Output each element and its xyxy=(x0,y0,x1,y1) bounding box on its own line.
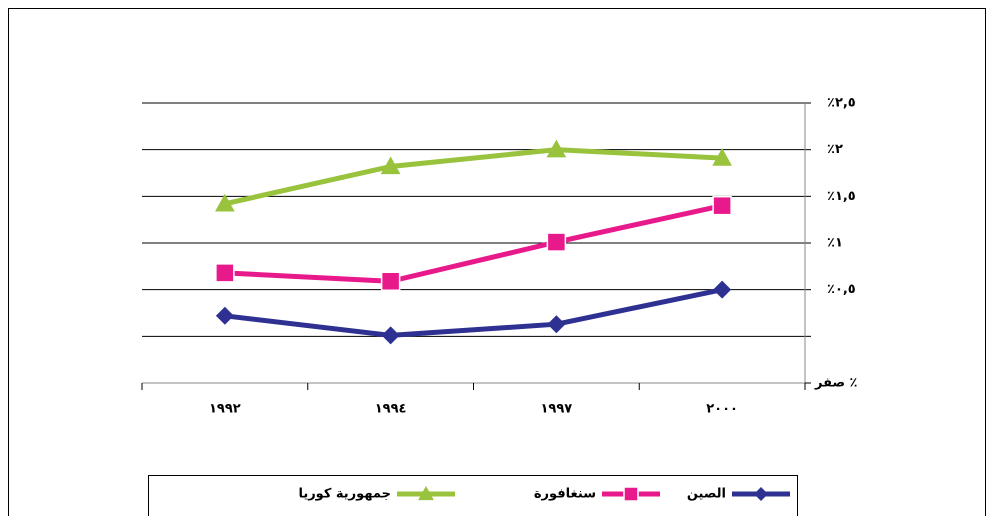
marker xyxy=(381,326,400,345)
y-bottom-label: صفر ٪ xyxy=(814,376,858,391)
marker xyxy=(380,271,401,292)
marker xyxy=(215,193,235,212)
x-tick-label: ١٩٩٢ xyxy=(209,402,241,417)
x-tick-label: ٢٠٠٠ xyxy=(706,402,738,417)
marker xyxy=(712,195,732,216)
y-tick-label: ٪٢,٥ xyxy=(827,96,856,111)
marker xyxy=(546,139,567,158)
chart-frame xyxy=(8,8,986,516)
marker xyxy=(215,263,235,283)
marker xyxy=(215,306,234,325)
marker xyxy=(712,148,732,166)
legend-label: سنغافورة xyxy=(534,487,596,502)
legend-label: الصين xyxy=(687,487,726,502)
y-tick-label: ٪١,٥ xyxy=(827,189,856,204)
marker xyxy=(547,315,566,334)
y-tick-label: ٪٢ xyxy=(827,142,843,157)
x-tick-label: ١٩٩٤ xyxy=(375,402,407,417)
series-line xyxy=(224,287,723,338)
marker xyxy=(623,486,639,502)
legend-box xyxy=(148,475,798,516)
marker xyxy=(380,156,401,175)
series-line xyxy=(224,147,723,207)
y-tick-label: ٪١ xyxy=(827,236,843,251)
marker xyxy=(754,487,768,501)
marker xyxy=(546,232,567,252)
marker xyxy=(713,280,732,299)
y-tick-label: ٪٠,٥ xyxy=(827,282,856,297)
x-tick-label: ١٩٩٧ xyxy=(541,402,573,417)
legend-label: جمهورية كوريا xyxy=(298,487,391,502)
series-line xyxy=(224,203,723,284)
marker xyxy=(418,485,434,501)
